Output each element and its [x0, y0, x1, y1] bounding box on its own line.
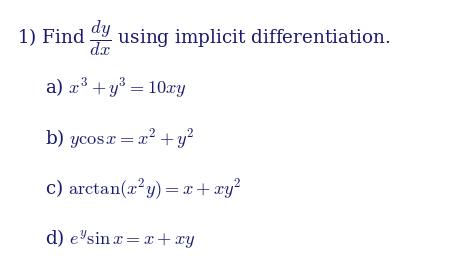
Text: 1) Find $\dfrac{dy}{dx}$ using implicit differentiation.: 1) Find $\dfrac{dy}{dx}$ using implicit … — [17, 19, 390, 58]
Text: c) $\arctan(x^2y) = x + xy^2$: c) $\arctan(x^2y) = x + xy^2$ — [45, 177, 242, 202]
Text: a) $x^3 + y^3 = 10xy$: a) $x^3 + y^3 = 10xy$ — [45, 76, 187, 101]
Text: b) $y\cos x = x^2 + y^2$: b) $y\cos x = x^2 + y^2$ — [45, 126, 195, 151]
Text: d) $e^y \sin x = x + xy$: d) $e^y \sin x = x + xy$ — [45, 227, 196, 250]
